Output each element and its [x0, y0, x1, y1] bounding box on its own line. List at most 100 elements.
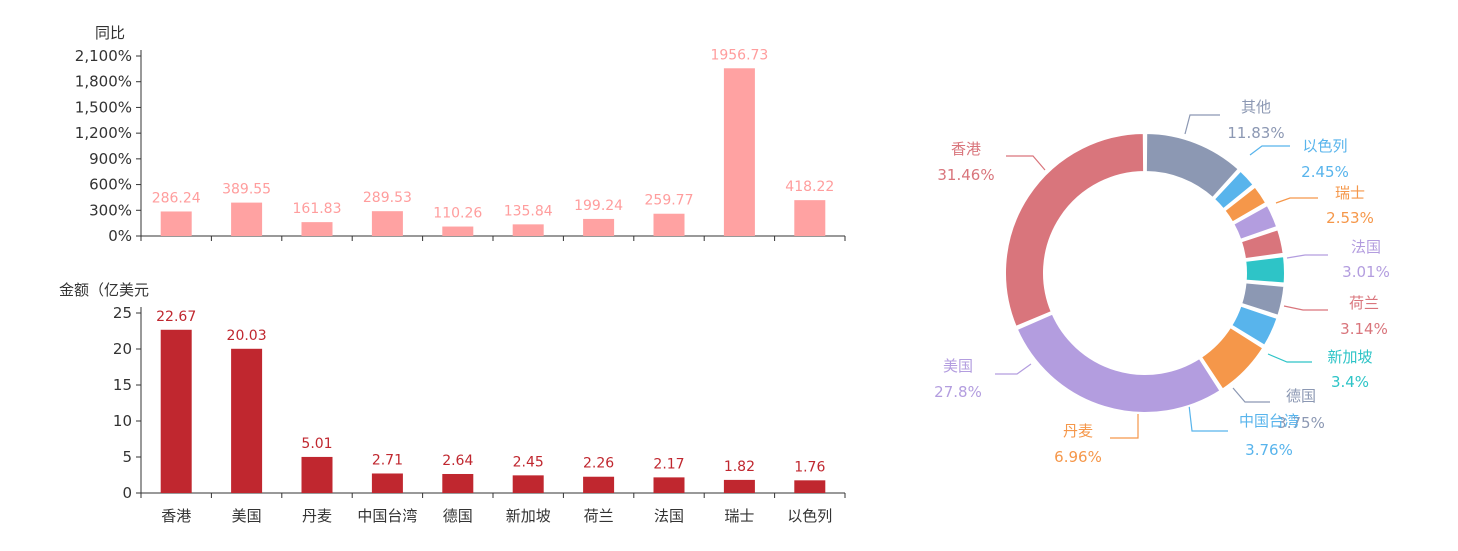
pie-slice-name: 新加坡: [1327, 348, 1372, 366]
pie-leader-line: [1267, 353, 1312, 363]
pie-slice-percent: 3.14%: [1340, 320, 1388, 338]
bar-value-label: 2.26: [583, 456, 614, 472]
pie-slice-name: 法国: [1351, 238, 1381, 256]
pie-slice-percent: 2.45%: [1301, 163, 1349, 181]
bar-value-label: 286.24: [152, 190, 201, 206]
pie-slice-percent: 3.75%: [1277, 414, 1325, 432]
pie-slice: [1244, 255, 1286, 285]
pie-leader-line: [995, 363, 1032, 375]
pie-leader-line: [1110, 414, 1139, 439]
pie-slice-percent: 27.8%: [934, 383, 982, 401]
pie-slice-percent: 31.46%: [937, 166, 994, 184]
bar: [723, 479, 755, 493]
bar: [160, 329, 192, 493]
bar: [371, 473, 403, 493]
pie-leader-line: [1188, 404, 1228, 432]
pie-slice: [1223, 185, 1268, 224]
bar: [231, 348, 263, 493]
bar-value-label: 259.77: [645, 193, 694, 209]
x-tick-label: 美国: [232, 507, 262, 525]
y-tick-label: 10: [113, 412, 132, 430]
y-tick-label: 1,200%: [75, 124, 132, 142]
bar: [301, 222, 333, 236]
bar-value-label: 1.82: [724, 459, 755, 475]
y-tick-label: 1,800%: [75, 73, 132, 91]
x-tick-label: 新加坡: [506, 507, 551, 525]
bar: [583, 218, 615, 236]
bar: [653, 477, 685, 493]
y-tick-label: 600%: [89, 176, 132, 194]
bar-value-label: 20.03: [227, 328, 267, 344]
y-tick-label: 0: [122, 484, 132, 502]
pie-slice: [1231, 203, 1279, 242]
bar-value-label: 1956.73: [710, 47, 768, 63]
bar: [160, 211, 192, 236]
pie-slice: [1239, 281, 1286, 318]
x-tick-label: 德国: [443, 507, 473, 525]
pie-slice-percent: 2.53%: [1326, 209, 1374, 227]
x-tick-label: 瑞士: [724, 507, 754, 525]
y-axis-title: 金额（亿美元: [59, 281, 149, 299]
pie-slice-name: 德国: [1286, 387, 1316, 405]
pie-slice-name: 香港: [951, 140, 981, 158]
bar: [371, 211, 403, 236]
y-tick-label: 0%: [108, 227, 132, 245]
bar: [442, 226, 474, 236]
bar-value-label: 2.17: [653, 456, 684, 472]
bar-value-label: 199.24: [574, 198, 623, 214]
y-axis-title: 同比: [95, 24, 125, 42]
bar-value-label: 5.01: [301, 436, 332, 452]
pie-leader-line: [1275, 197, 1318, 204]
pie-slice: [1144, 131, 1241, 200]
bar: [231, 202, 263, 236]
y-tick-label: 5: [122, 448, 132, 466]
y-tick-label: 2,100%: [75, 47, 132, 65]
pie-slice-name: 瑞士: [1335, 184, 1365, 202]
bar-value-label: 2.71: [372, 452, 403, 468]
pie-slice-percent: 3.76%: [1245, 441, 1293, 459]
bar-value-label: 289.53: [363, 190, 412, 206]
pie-slice-percent: 3.4%: [1331, 373, 1369, 391]
pie-leader-line: [1283, 305, 1328, 311]
x-tick-label: 丹麦: [302, 507, 332, 525]
bar: [723, 68, 755, 236]
bar-value-label: 2.45: [513, 454, 544, 470]
pie-slice: [1212, 169, 1255, 211]
y-tick-label: 1,500%: [75, 98, 132, 116]
bar-value-label: 161.83: [293, 201, 342, 217]
bar-value-label: 389.55: [222, 182, 271, 198]
bar-value-label: 22.67: [156, 309, 196, 325]
bar-value-label: 135.84: [504, 203, 553, 219]
bar: [794, 200, 826, 236]
y-tick-label: 300%: [89, 201, 132, 219]
pie-slice-percent: 3.01%: [1342, 263, 1390, 281]
pie-slice: [1199, 325, 1265, 391]
y-tick-label: 900%: [89, 150, 132, 168]
pie-slice: [1004, 131, 1146, 329]
x-tick-label: 中国台湾: [357, 507, 417, 525]
bar: [512, 224, 544, 236]
x-tick-label: 以色列: [787, 507, 832, 525]
bar: [583, 476, 615, 493]
bar: [442, 473, 474, 493]
pie-slice-name: 美国: [943, 357, 973, 375]
pie-slice-name: 其他: [1241, 98, 1271, 116]
pie-slice: [1229, 304, 1279, 348]
pie-slice-percent: 6.96%: [1054, 448, 1102, 466]
x-tick-label: 香港: [161, 507, 191, 525]
pie-leader-line: [1232, 387, 1270, 403]
pie-leader-line: [1006, 155, 1046, 171]
bar: [301, 456, 333, 493]
pie-leader-line: [1249, 145, 1290, 156]
bar: [794, 480, 826, 493]
pie-slice-name: 丹麦: [1063, 422, 1093, 440]
bar: [512, 475, 544, 493]
pie-slice-percent: 11.83%: [1227, 124, 1284, 142]
x-tick-label: 法国: [654, 507, 684, 525]
pie-slice-name: 荷兰: [1349, 294, 1379, 312]
pie-slice: [1015, 312, 1222, 414]
bar: [653, 213, 685, 236]
y-tick-label: 25: [113, 304, 132, 322]
